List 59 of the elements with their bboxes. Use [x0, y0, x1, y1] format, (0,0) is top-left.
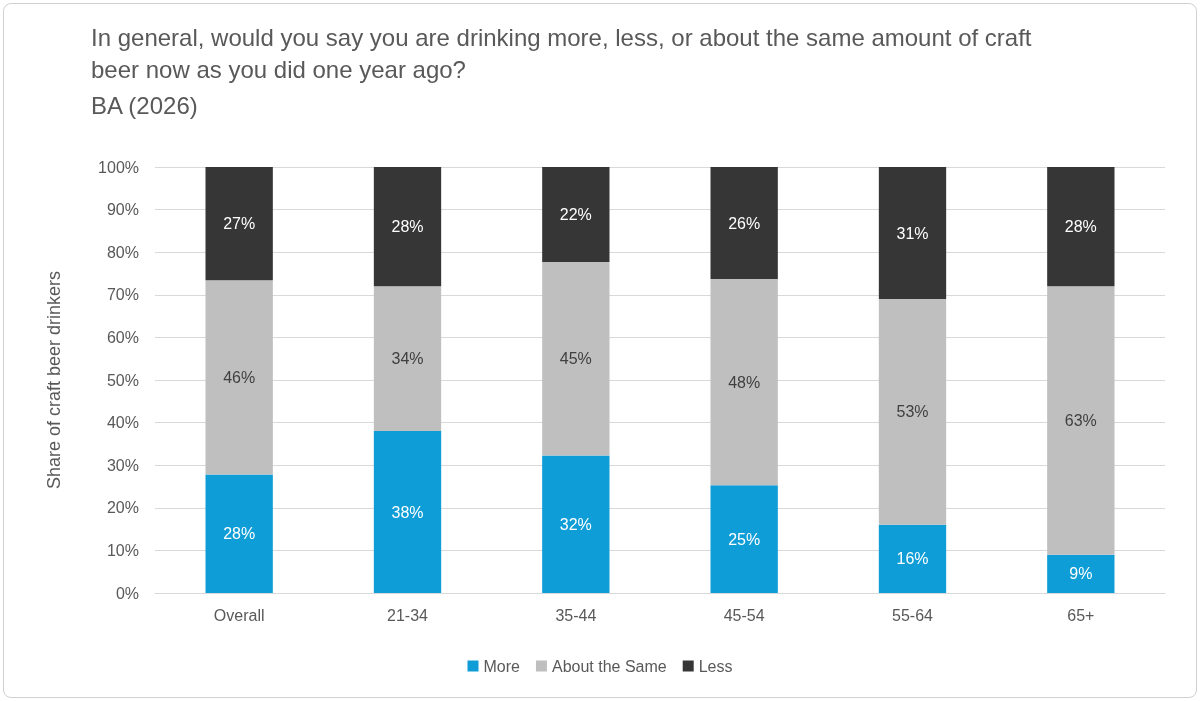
bar — [373, 431, 442, 593]
bar — [542, 167, 610, 262]
y-tick-label: 60% — [106, 328, 139, 346]
data-label: 16% — [896, 550, 929, 568]
legend-label: More — [483, 657, 521, 675]
data-label: 53% — [896, 403, 929, 421]
y-tick-label: 30% — [106, 456, 139, 474]
bar — [710, 279, 778, 486]
chart-title: In general, would you say you are drinking more, less, or about the same amount of craft beer now as you did one year ago? — [91, 23, 1039, 83]
data-label: 26% — [728, 214, 761, 232]
bar — [710, 485, 778, 593]
data-label: 31% — [896, 224, 929, 242]
bar — [205, 167, 273, 281]
x-tick-label: 55-64 — [892, 606, 934, 624]
y-tick-label: 80% — [106, 243, 139, 261]
bar — [205, 280, 273, 475]
x-tick-label: 45-54 — [723, 606, 765, 624]
data-label: 38% — [391, 503, 424, 521]
bar — [878, 524, 947, 593]
y-tick-label: 0% — [115, 584, 139, 602]
data-label: 9% — [1069, 565, 1093, 583]
x-tick-label: 65+ — [1067, 606, 1095, 624]
bar — [1047, 286, 1115, 555]
data-label: 28% — [1064, 218, 1097, 236]
bar — [1047, 554, 1115, 593]
x-tick-label: 35-44 — [555, 606, 597, 624]
data-label: 46% — [223, 368, 256, 386]
y-tick-label: 100% — [98, 158, 139, 176]
data-label: 32% — [559, 515, 592, 533]
y-tick-label: 10% — [106, 541, 139, 559]
x-tick-label: 21-34 — [387, 606, 429, 624]
bar — [1047, 167, 1115, 287]
data-label: 25% — [728, 530, 761, 548]
data-label: 34% — [391, 350, 424, 368]
bar — [373, 167, 442, 287]
y-tick-label: 90% — [106, 201, 139, 219]
bar — [542, 455, 610, 593]
y-tick-label: 20% — [106, 499, 139, 517]
legend-label: About the Same — [551, 657, 667, 675]
chart-subtitle: BA (2026) — [91, 91, 198, 119]
y-tick-label: 40% — [106, 414, 139, 432]
bar — [373, 286, 442, 432]
data-label: 48% — [728, 373, 761, 391]
legend-label: Less — [698, 657, 733, 675]
data-label: 28% — [391, 218, 424, 236]
y-axis-title: Share of craft beer drinkers — [44, 270, 64, 490]
data-label: 63% — [1064, 411, 1097, 429]
bar — [710, 167, 778, 280]
bar — [878, 299, 947, 525]
x-tick-label: Overall — [213, 606, 265, 624]
data-label: 45% — [559, 350, 592, 368]
y-tick-label: 70% — [106, 286, 139, 304]
data-label: 22% — [559, 206, 592, 223]
y-tick-label: 50% — [106, 371, 139, 389]
bar — [542, 262, 610, 456]
data-label: 28% — [223, 525, 256, 543]
bar — [878, 167, 947, 300]
bar — [205, 474, 273, 593]
data-label: 27% — [223, 215, 256, 233]
